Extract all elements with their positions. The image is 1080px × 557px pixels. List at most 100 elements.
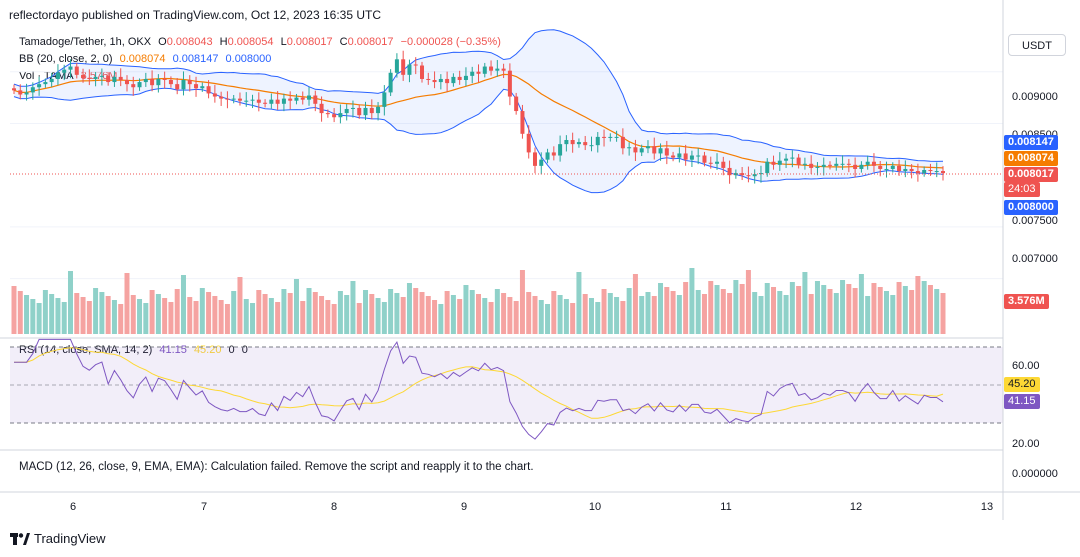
volume-bar [545,304,551,334]
candle-body [445,78,450,84]
volume-bar [55,298,61,334]
volume-bar [187,297,193,334]
candle-body [394,59,399,73]
volume-bar [570,303,576,334]
legend-bb-label[interactable]: BB (20, close, 2, 0) [19,53,113,65]
volume-bar [915,276,921,334]
candle-body [244,100,249,102]
candle-body [288,98,293,101]
rsi-ma-tag: 45.20 [1004,377,1040,392]
volume-bar [582,294,588,334]
candle-body [664,148,669,156]
candle-body [815,166,820,168]
candle-body [68,66,73,70]
candlesticks [12,50,945,184]
candle-body [715,161,720,164]
volume-bar [174,289,180,334]
candle-body [74,66,79,75]
candle-body [181,80,186,90]
volume-bar [111,300,117,334]
candle-body [463,75,468,80]
volume-bar [344,295,350,334]
volume-bar [444,291,450,334]
candle-body [269,99,274,104]
legend-rsi-extra1: 0 [228,344,235,356]
volume-bar [664,287,670,334]
footer-brand-label: TradingView [34,531,106,546]
volume-bar [777,291,783,334]
volume-bar [93,288,99,334]
volume-bar [670,291,676,334]
candle-body [721,161,726,168]
candle-body [884,168,889,170]
candle-body [595,136,600,146]
volume-bar [149,290,155,334]
volume-bar [325,300,331,334]
candle-body [520,111,525,134]
candle-body [350,107,355,109]
candle-body [696,155,701,157]
legend-low: 0.008017 [286,36,333,48]
candle-body [941,171,945,174]
volume-bar [771,287,777,334]
candle-body [765,161,770,174]
time-tick-7: 13 [981,501,993,513]
candle-body [602,136,607,138]
volume-bar [708,281,714,334]
volume-bar [714,285,720,334]
volume-bar [463,285,469,334]
candle-body [708,162,713,164]
candle-body [256,99,261,103]
candle-body [319,103,324,114]
candle-body [432,80,437,83]
candle-body [532,152,537,166]
volume-bar [168,302,174,334]
candle-body [275,99,280,104]
legend-high-label: H [219,36,228,48]
volume-bar [701,294,707,334]
volume-bar [438,304,444,334]
candle-body [733,173,738,176]
price-tick-2: 0.007500 [1012,215,1058,227]
volume-bar [626,288,632,334]
bb-basis-line [13,73,944,169]
candle-body [263,102,268,104]
candle-body [922,170,927,174]
volume-bar [250,303,256,334]
time-tick-4: 10 [589,501,601,513]
rsi-value-tag: 41.15 [1004,394,1040,409]
volume-bar [588,298,594,334]
candle-body [828,164,833,166]
volume-bar [689,268,695,334]
volume-bar [921,281,927,334]
volume-bar [312,292,318,334]
volume-bar [42,290,48,334]
volume-bar [137,299,143,334]
currency-button[interactable]: USDT [1008,34,1066,56]
volume-bar [212,296,218,334]
volume-bar [394,293,400,334]
time-tick-6: 12 [850,501,862,513]
volume-bar [306,288,312,334]
legend-vol-label[interactable]: Vol · TAMA [19,70,74,82]
candle-body [112,76,117,83]
candle-body [570,140,575,145]
volume-bar [24,295,30,334]
candle-body [903,168,908,172]
volume-bar [237,277,243,334]
candle-body [790,157,795,159]
volume-bar [180,275,186,334]
volume-bar [275,302,281,334]
candle-body [639,148,644,153]
candle-body [99,75,104,77]
legend-symbol[interactable]: Tamadoge/Tether, 1h, OKX [19,36,152,48]
candle-body [589,145,594,147]
footer-brand[interactable]: TradingView [10,531,106,546]
volume-bar [871,283,877,334]
candle-body [357,107,362,116]
candle-body [150,78,155,86]
volume-bar [30,299,36,334]
volume-bar [231,291,237,334]
candle-body [576,142,581,145]
